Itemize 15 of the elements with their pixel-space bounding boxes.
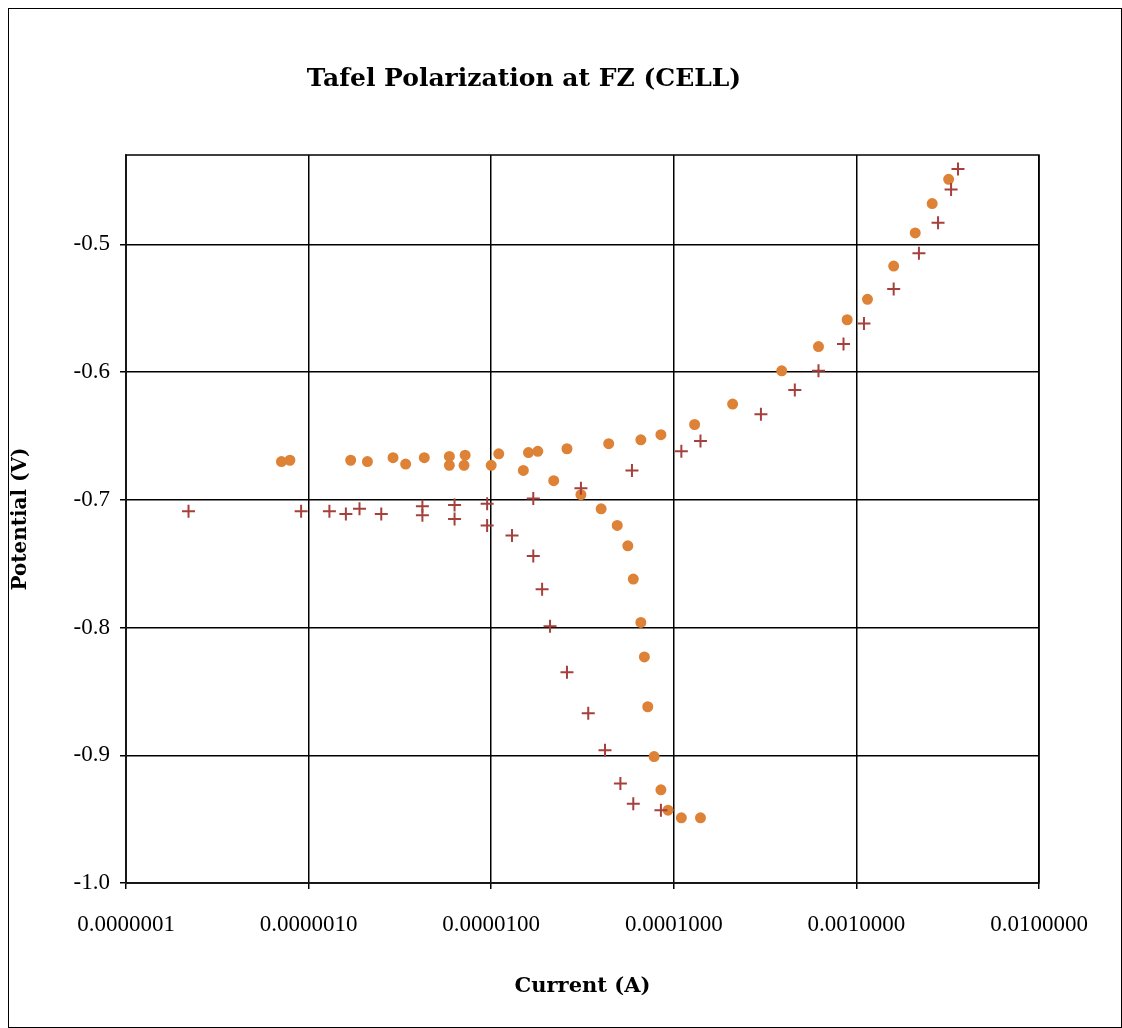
y-tick-label: -0.9: [73, 741, 110, 767]
y-tick-label: -0.5: [73, 230, 110, 256]
x-tick-label: 0.0000001: [77, 910, 175, 936]
x-tick-label: 0.0001000: [624, 910, 723, 936]
x-tick-label: 0.0000100: [442, 910, 541, 936]
y-tick-label: -0.8: [73, 613, 110, 639]
x-axis-title: Current (A): [514, 971, 651, 997]
x-tick-label: 0.0000010: [259, 910, 358, 936]
x-tick-label: 0.0010000: [807, 910, 906, 936]
y-axis-title: Potential (V): [7, 447, 32, 591]
y-tick-label: -0.6: [73, 358, 110, 384]
y-tick-label: -1.0: [73, 869, 110, 895]
y-tick-label: -0.7: [73, 485, 110, 511]
chart-title: Tafel Polarization at FZ (CELL): [306, 62, 742, 92]
x-tick-label: 0.0100000: [990, 910, 1088, 936]
